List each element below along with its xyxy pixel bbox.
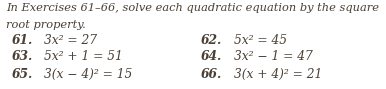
- Text: 61.: 61.: [12, 34, 33, 47]
- Text: 65.: 65.: [12, 68, 33, 81]
- Text: 3x² = 27: 3x² = 27: [44, 34, 97, 47]
- Text: root property.: root property.: [6, 20, 86, 30]
- Text: 3(x − 4)² = 15: 3(x − 4)² = 15: [44, 68, 133, 81]
- Text: 62.: 62.: [201, 34, 222, 47]
- Text: 5x² + 1 = 51: 5x² + 1 = 51: [44, 50, 123, 63]
- Text: 5x² = 45: 5x² = 45: [234, 34, 286, 47]
- Text: 66.: 66.: [201, 68, 222, 81]
- Text: 63.: 63.: [12, 50, 33, 63]
- Text: 3x² − 1 = 47: 3x² − 1 = 47: [234, 50, 312, 63]
- Text: In Exercises 61–66, solve each quadratic equation by the square: In Exercises 61–66, solve each quadratic…: [6, 3, 379, 13]
- Text: 64.: 64.: [201, 50, 222, 63]
- Text: 3(x + 4)² = 21: 3(x + 4)² = 21: [234, 68, 322, 81]
